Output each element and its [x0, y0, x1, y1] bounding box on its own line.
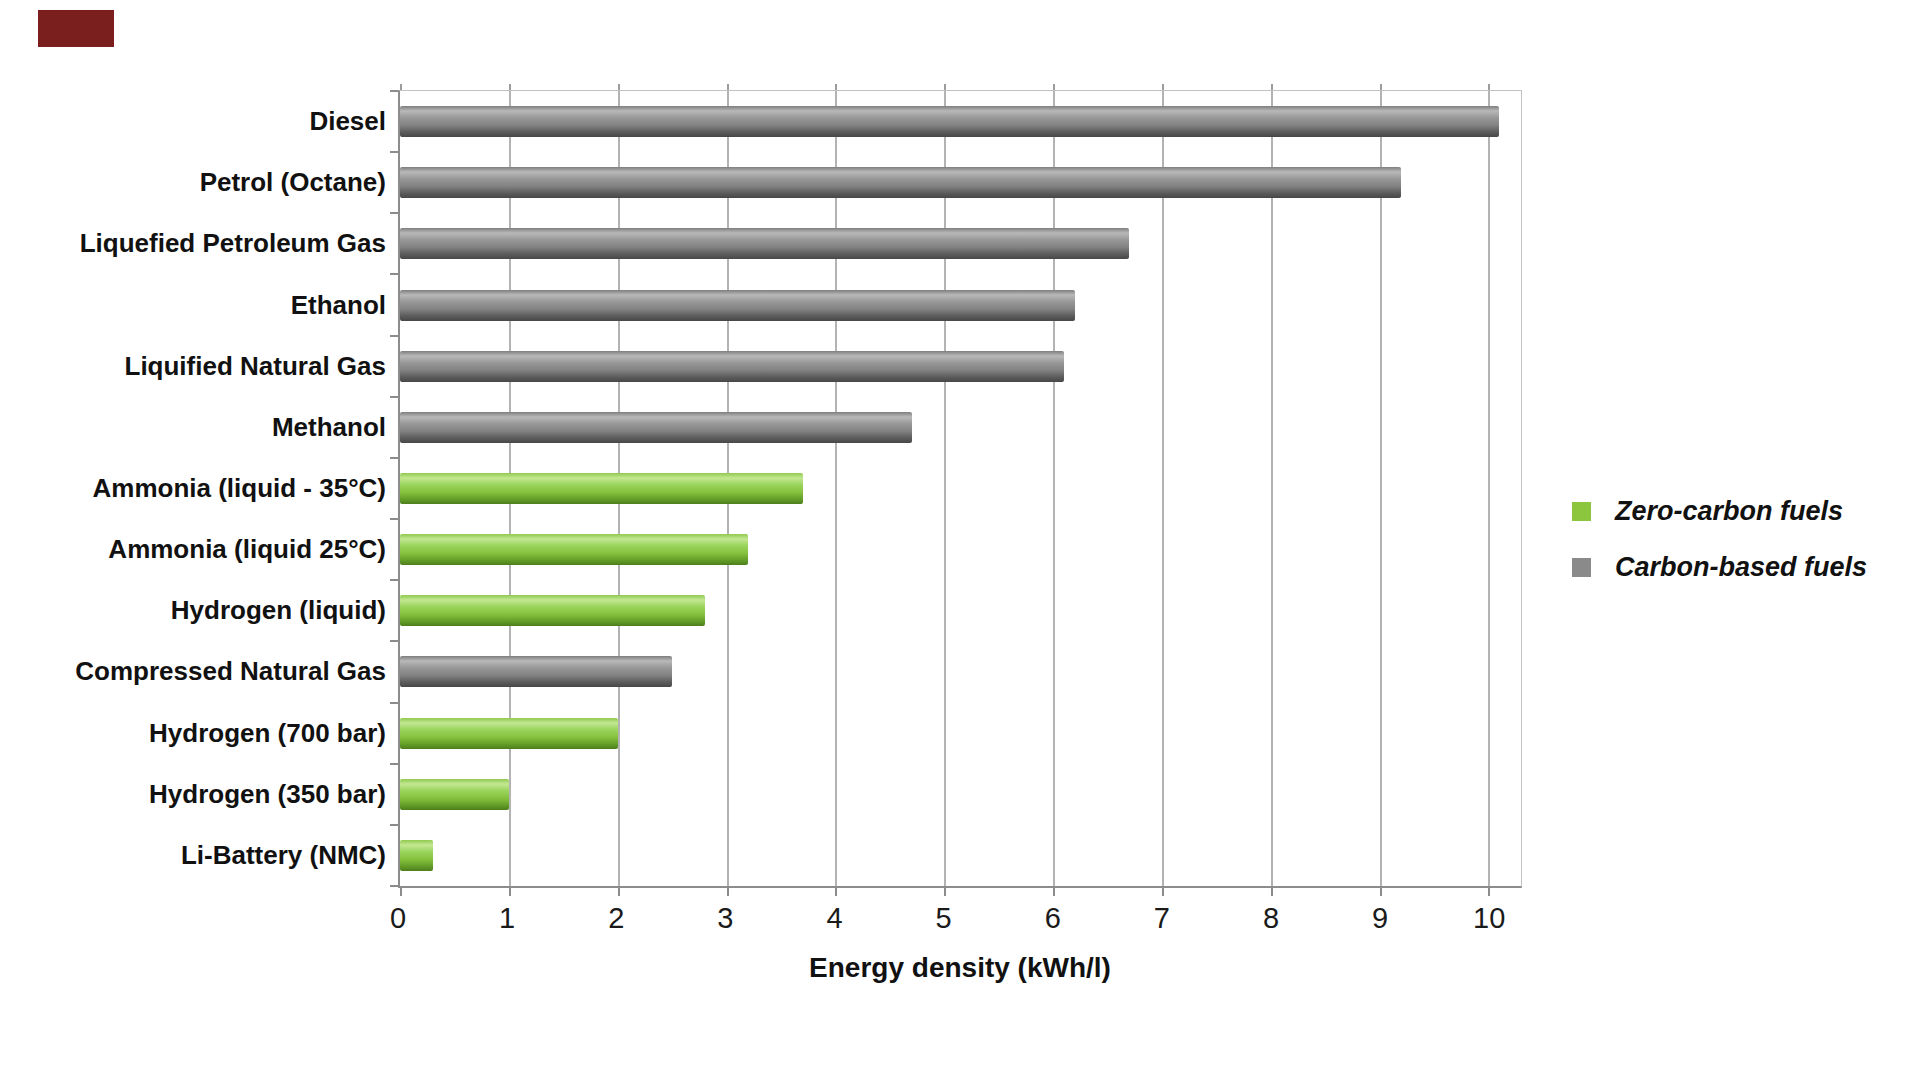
y-axis-tick	[390, 212, 398, 214]
legend-label: Carbon-based fuels	[1615, 552, 1867, 583]
bar-carbon	[400, 290, 1075, 321]
x-axis-top-tick	[509, 84, 511, 90]
y-axis-tick	[390, 396, 398, 398]
legend-label: Zero-carbon fuels	[1615, 496, 1843, 527]
category-label: Methanol	[0, 412, 386, 443]
chart-row: Hydrogen (350 bar)	[400, 764, 1521, 825]
x-axis-tick	[835, 888, 837, 896]
x-axis-tick	[727, 888, 729, 896]
bar-zero	[400, 718, 618, 749]
x-axis-top-tick	[1162, 84, 1164, 90]
bar-zero	[400, 595, 705, 626]
x-axis-tick-label: 8	[1263, 902, 1279, 935]
x-axis-top-tick	[1488, 84, 1490, 90]
x-axis-tick-labels: 012345678910	[398, 902, 1522, 938]
y-axis-tick	[390, 640, 398, 642]
bar-carbon	[400, 351, 1064, 382]
category-label: Liquefied Petroleum Gas	[0, 228, 386, 259]
decorative-red-block	[38, 10, 114, 47]
x-axis-tick	[1380, 888, 1382, 896]
x-axis-tick-label: 10	[1473, 902, 1505, 935]
y-axis-tick	[390, 885, 398, 887]
y-axis-tick	[390, 273, 398, 275]
bar-carbon	[400, 106, 1499, 137]
bar-carbon	[400, 167, 1401, 198]
energy-density-chart: DieselPetrol (Octane)Liquefied Petroleum…	[0, 0, 1920, 1080]
category-label: Ethanol	[0, 290, 386, 321]
x-axis-top-tick	[1380, 84, 1382, 90]
y-axis-tick	[390, 763, 398, 765]
x-axis-top-tick	[835, 84, 837, 90]
chart-row: Diesel	[400, 91, 1521, 152]
y-axis-tick	[390, 824, 398, 826]
x-axis-tick-label: 3	[717, 902, 733, 935]
y-axis-tick	[390, 518, 398, 520]
bar-zero	[400, 840, 433, 871]
x-axis-tick-label: 7	[1154, 902, 1170, 935]
chart-row: Hydrogen (liquid)	[400, 580, 1521, 641]
bar-zero	[400, 534, 748, 565]
x-axis-tick	[1053, 888, 1055, 896]
bar-zero	[400, 473, 803, 504]
x-axis-tick-label: 0	[390, 902, 406, 935]
chart-row: Liquefied Petroleum Gas	[400, 213, 1521, 274]
x-axis-tick	[400, 888, 402, 896]
bar-carbon	[400, 412, 912, 443]
category-label: Ammonia (liquid 25°C)	[0, 534, 386, 565]
legend-item: Zero-carbon fuels	[1572, 496, 1867, 526]
plot-area: DieselPetrol (Octane)Liquefied Petroleum…	[398, 90, 1522, 888]
x-axis-top-tick	[944, 84, 946, 90]
category-label: Hydrogen (liquid)	[0, 595, 386, 626]
legend-swatch-carbon	[1572, 558, 1591, 577]
bar-carbon	[400, 656, 672, 687]
chart-row: Liquified Natural Gas	[400, 336, 1521, 397]
x-axis-title: Energy density (kWh/l)	[398, 952, 1522, 984]
x-axis-tick-label: 6	[1045, 902, 1061, 935]
x-axis-tick	[509, 888, 511, 896]
chart-row: Hydrogen (700 bar)	[400, 703, 1521, 764]
x-axis-tick-label: 9	[1372, 902, 1388, 935]
chart-row: Li-Battery (NMC)	[400, 825, 1521, 886]
x-axis-tick	[1162, 888, 1164, 896]
category-label: Diesel	[0, 106, 386, 137]
category-label: Hydrogen (350 bar)	[0, 779, 386, 810]
chart-row: Petrol (Octane)	[400, 152, 1521, 213]
chart-row: Compressed Natural Gas	[400, 641, 1521, 702]
x-axis-top-tick	[618, 84, 620, 90]
category-label: Ammonia (liquid - 35°C)	[0, 473, 386, 504]
chart-row: Ethanol	[400, 274, 1521, 335]
y-axis-tick	[390, 151, 398, 153]
chart-row: Ammonia (liquid - 35°C)	[400, 458, 1521, 519]
category-label: Liquified Natural Gas	[0, 351, 386, 382]
category-label: Li-Battery (NMC)	[0, 840, 386, 871]
legend-swatch-zero	[1572, 502, 1591, 521]
x-axis-tick-label: 4	[826, 902, 842, 935]
x-axis-tick	[618, 888, 620, 896]
x-axis-top-tick	[400, 84, 402, 90]
x-axis-tick-label: 2	[608, 902, 624, 935]
bar-zero	[400, 779, 509, 810]
legend-item: Carbon-based fuels	[1572, 552, 1867, 582]
category-label: Compressed Natural Gas	[0, 656, 386, 687]
chart-row: Methanol	[400, 397, 1521, 458]
y-axis-tick	[390, 579, 398, 581]
x-axis-top-tick	[727, 84, 729, 90]
x-axis-tick-label: 5	[936, 902, 952, 935]
y-axis-tick	[390, 457, 398, 459]
x-axis-top-tick	[1271, 84, 1273, 90]
x-axis-top-tick	[1053, 84, 1055, 90]
y-axis-tick	[390, 335, 398, 337]
chart-row: Ammonia (liquid 25°C)	[400, 519, 1521, 580]
y-axis-tick	[390, 90, 398, 92]
y-axis-tick	[390, 702, 398, 704]
category-label: Hydrogen (700 bar)	[0, 718, 386, 749]
bar-rows: DieselPetrol (Octane)Liquefied Petroleum…	[400, 91, 1521, 886]
x-axis-tick	[1271, 888, 1273, 896]
x-axis-tick	[1488, 888, 1490, 896]
x-axis-tick	[944, 888, 946, 896]
legend: Zero-carbon fuels Carbon-based fuels	[1572, 496, 1867, 608]
bar-carbon	[400, 228, 1129, 259]
category-label: Petrol (Octane)	[0, 167, 386, 198]
x-axis-tick-label: 1	[499, 902, 515, 935]
